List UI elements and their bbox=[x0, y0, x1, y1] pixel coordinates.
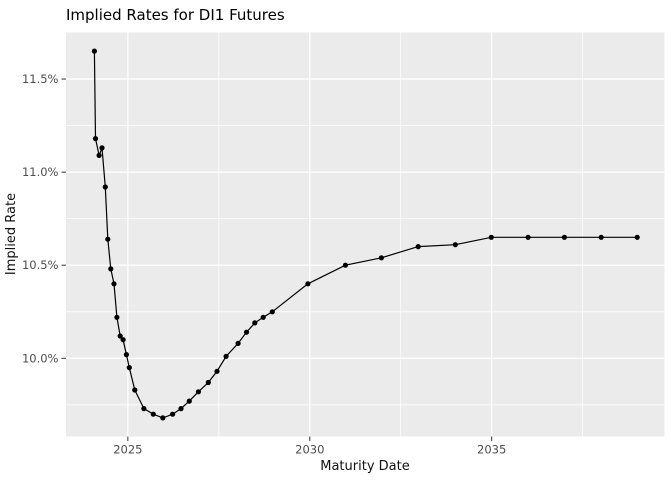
data-point bbox=[252, 320, 258, 326]
data-point bbox=[120, 337, 126, 343]
data-point bbox=[634, 234, 640, 240]
data-point bbox=[170, 411, 176, 417]
plot-panel-layer: 11.5% 11.0% 10.5% 10.0% 2025 2030 2035 bbox=[22, 32, 665, 457]
data-point bbox=[235, 340, 241, 346]
y-tick-label: 10.0% bbox=[22, 351, 59, 365]
data-point bbox=[598, 234, 604, 240]
data-point bbox=[117, 333, 123, 339]
data-point bbox=[205, 379, 211, 386]
data-point bbox=[452, 242, 458, 248]
data-point bbox=[269, 309, 275, 315]
y-tick-label: 10.5% bbox=[22, 258, 59, 272]
data-point bbox=[178, 406, 184, 412]
data-point bbox=[186, 398, 192, 404]
x-axis-title: Maturity Date bbox=[320, 459, 409, 474]
data-point bbox=[342, 262, 348, 268]
data-point bbox=[108, 266, 114, 272]
data-point bbox=[214, 368, 220, 374]
data-point bbox=[114, 314, 120, 320]
data-point bbox=[150, 411, 156, 417]
data-point bbox=[525, 234, 531, 240]
data-point bbox=[141, 406, 147, 412]
data-point bbox=[99, 145, 105, 151]
data-point bbox=[160, 415, 166, 421]
data-point bbox=[561, 234, 568, 240]
data-point bbox=[195, 389, 201, 395]
x-tick-label: 2025 bbox=[113, 443, 142, 457]
plot-panel bbox=[66, 32, 665, 437]
chart-title: Implied Rates for DI1 Futures bbox=[66, 6, 285, 24]
data-point bbox=[415, 244, 421, 250]
data-point bbox=[105, 236, 111, 242]
x-tick-label: 2035 bbox=[477, 443, 506, 457]
y-axis-title: Implied Rate bbox=[4, 193, 19, 275]
y-tick-label: 11.5% bbox=[22, 72, 59, 86]
data-point bbox=[378, 255, 384, 261]
x-tick-label: 2030 bbox=[295, 443, 324, 457]
data-point bbox=[305, 281, 311, 287]
data-point bbox=[243, 329, 250, 335]
data-point bbox=[96, 152, 102, 158]
data-point bbox=[223, 353, 229, 359]
data-point bbox=[260, 314, 266, 320]
data-point bbox=[126, 365, 132, 371]
y-tick-label: 11.0% bbox=[22, 165, 59, 179]
data-point bbox=[111, 281, 117, 287]
data-point bbox=[102, 184, 108, 190]
data-point bbox=[132, 387, 138, 393]
data-point bbox=[91, 48, 97, 54]
data-point bbox=[488, 234, 494, 240]
data-point bbox=[123, 352, 129, 358]
data-point bbox=[92, 136, 99, 142]
